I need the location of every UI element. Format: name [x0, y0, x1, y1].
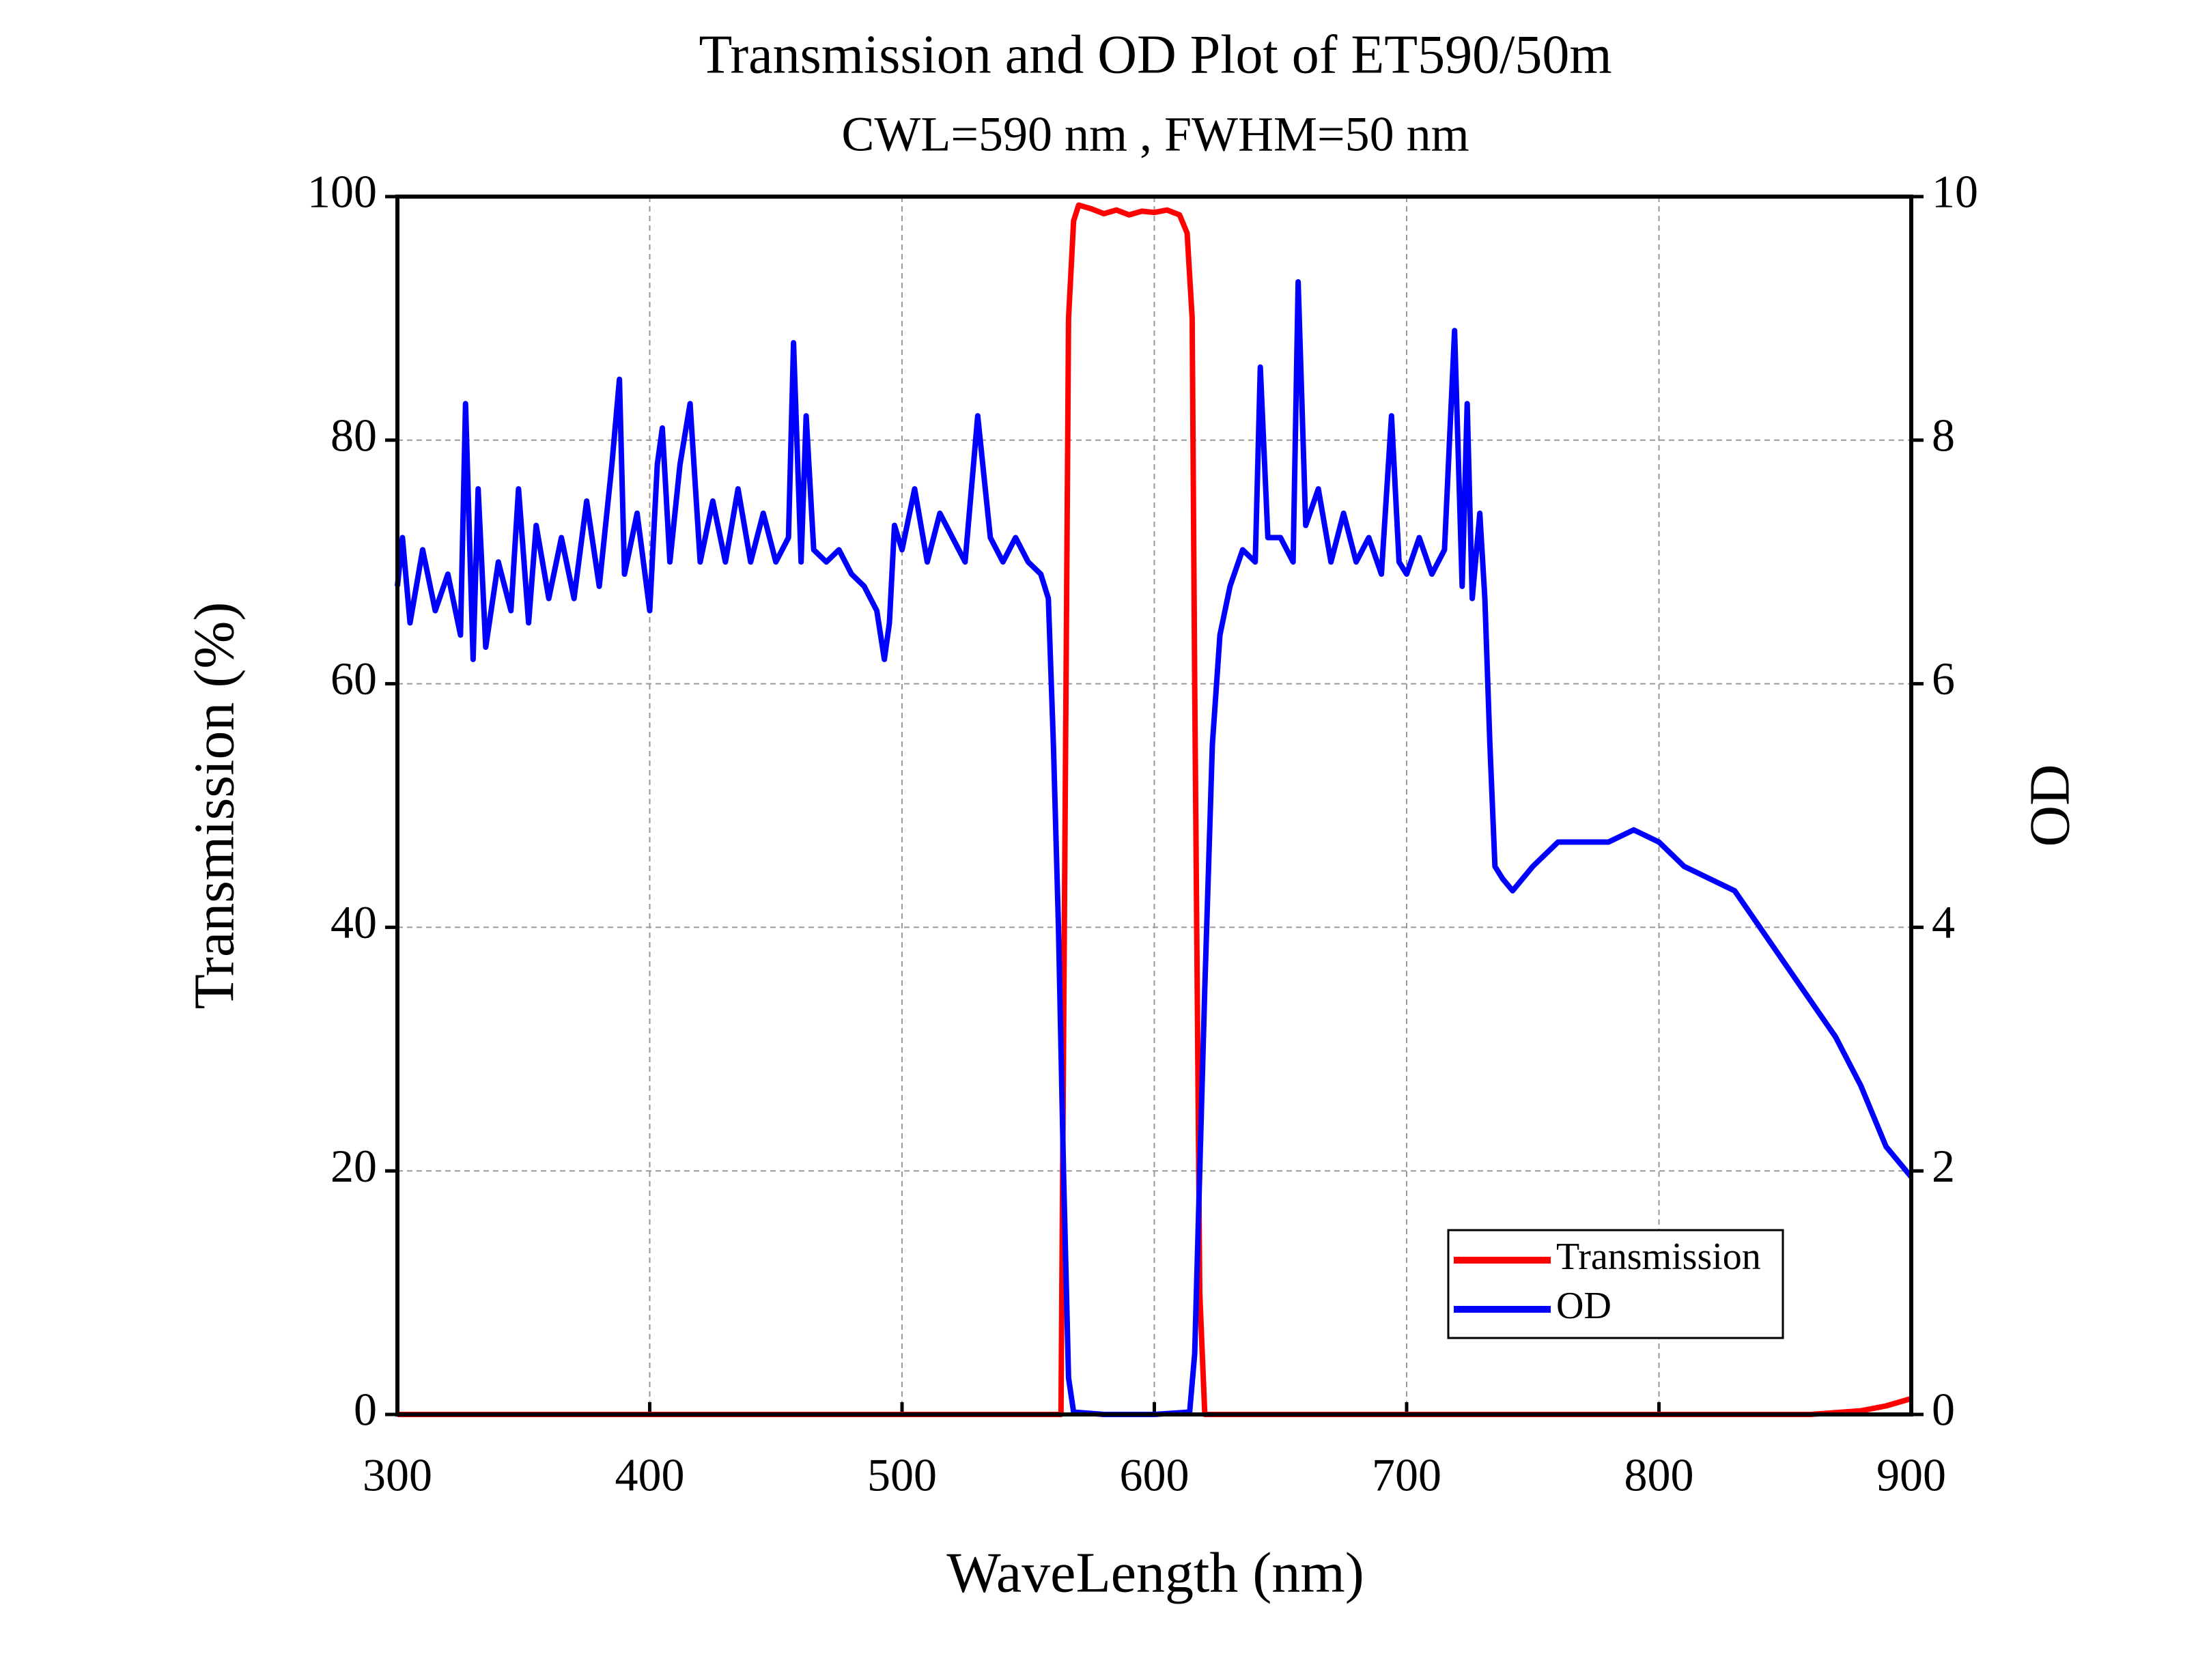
legend-label: OD: [1556, 1285, 1611, 1327]
y-tick-label: 60: [330, 653, 377, 704]
y-tick-label: 40: [330, 896, 377, 948]
x-tick-label: 800: [1624, 1449, 1694, 1501]
y2-tick-label: 10: [1932, 166, 1978, 218]
y2-tick-label: 0: [1932, 1384, 1955, 1436]
x-tick-label: 300: [363, 1449, 432, 1501]
y2-tick-label: 4: [1932, 896, 1955, 948]
y-axis-label: Transmission (%): [182, 602, 246, 1010]
x-tick-label: 400: [615, 1449, 685, 1501]
y-tick-label: 80: [330, 409, 377, 461]
y-tick-label: 100: [307, 166, 377, 218]
y2-tick-label: 2: [1932, 1140, 1955, 1192]
plot-frame: [395, 195, 1913, 1416]
chart-title: Transmission and OD Plot of ET590/50m: [699, 25, 1611, 85]
legend-box: [1447, 1229, 1784, 1339]
y2-tick-label: 6: [1932, 653, 1955, 704]
series-line: [395, 279, 1914, 1417]
legend-label: Transmission: [1556, 1236, 1761, 1278]
x-tick-label: 900: [1876, 1449, 1946, 1501]
x-tick-label: 600: [1120, 1449, 1190, 1501]
x-tick-label: 700: [1372, 1449, 1441, 1501]
legend: Transmission OD: [1447, 1229, 1784, 1339]
x-tick-label: 500: [867, 1449, 937, 1501]
y-tick-label: 20: [330, 1140, 377, 1192]
x-axis-label: WaveLength (nm): [946, 1541, 1364, 1604]
y2-tick-label: 8: [1932, 409, 1955, 461]
y-tick-label: 0: [354, 1384, 377, 1436]
y2-axis-label: OD: [2018, 764, 2081, 846]
chart-subtitle: CWL=590 nm , FWHM=50 nm: [841, 107, 1469, 162]
